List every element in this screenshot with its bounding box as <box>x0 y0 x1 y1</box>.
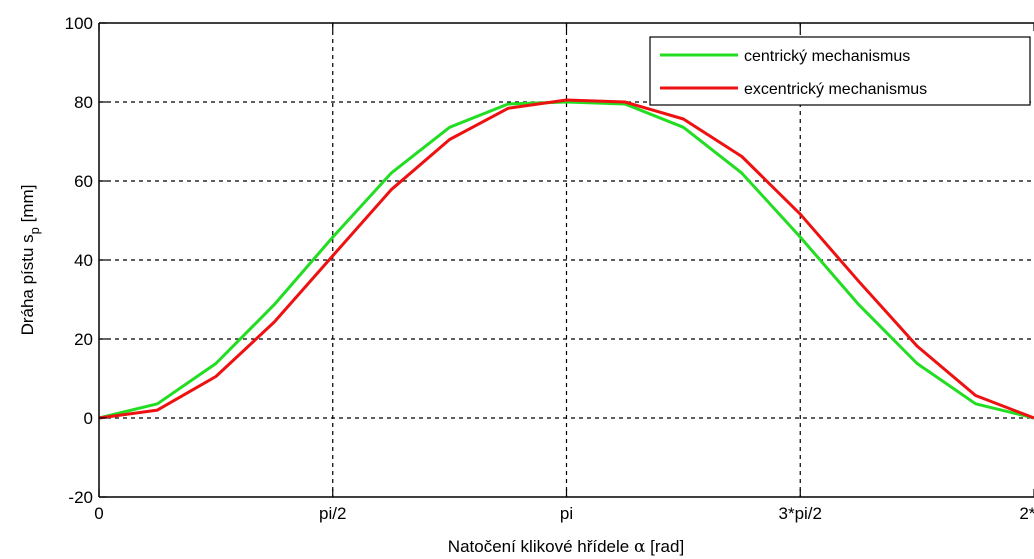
y-tick-label-1: 0 <box>84 409 93 428</box>
series-line-1 <box>98 98 1034 420</box>
axes <box>98 22 1034 498</box>
legend-label-centricky: centrický mechanismus <box>744 48 910 65</box>
y-tick-label-2: 20 <box>74 330 93 349</box>
x-axis-label: Natočení klikové hřídele α [rad] <box>448 537 684 557</box>
x-tick-label-0: 0 <box>94 504 103 523</box>
legend: centrický mechanismus excentrický mechan… <box>649 36 1031 106</box>
series-layer <box>98 98 1034 420</box>
x-tick-label-3: 3*pi/2 <box>779 504 822 523</box>
y-tick-label-4: 60 <box>74 172 93 191</box>
x-tick-label-1: pi/2 <box>319 504 346 523</box>
series-line-0 <box>98 100 1034 420</box>
y-tick-label-5: 80 <box>74 93 93 112</box>
legend-label-excentricky: excentrický mechanismus <box>744 81 927 98</box>
y-tick-label-6: 100 <box>65 14 93 33</box>
y-axis-label: Dráha pístu sp [mm] <box>18 185 42 336</box>
x-tick-label-4: 2*pi <box>1019 504 1034 523</box>
legend-box <box>649 36 1031 106</box>
x-tick-label-2: pi <box>560 504 573 523</box>
y-tick-label-0: -20 <box>68 488 93 507</box>
y-tick-label-3: 40 <box>74 251 93 270</box>
